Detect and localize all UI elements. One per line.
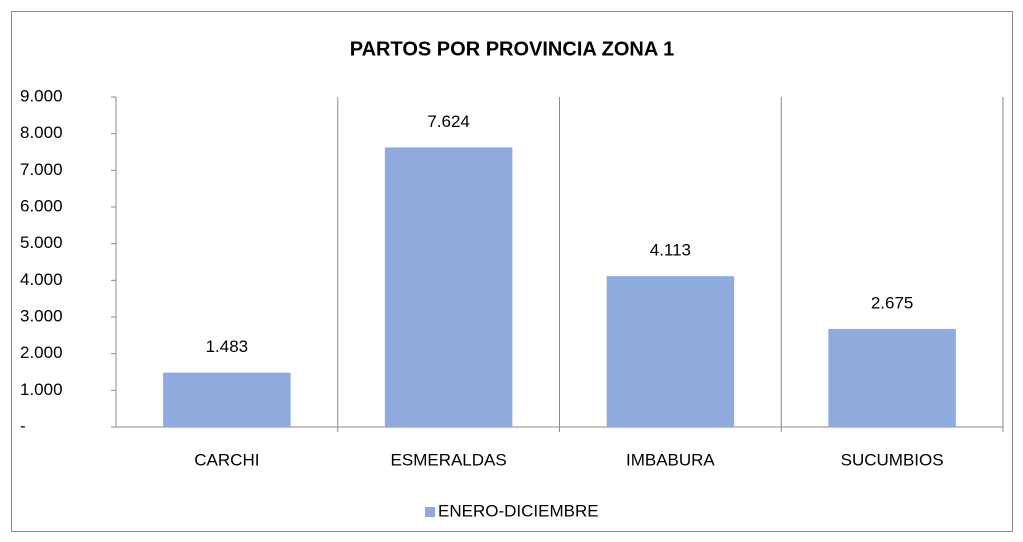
y-tick-label: 9.000	[20, 86, 63, 105]
x-tick-label: ESMERALDAS	[391, 450, 507, 469]
y-tick-label: 5.000	[20, 233, 63, 252]
x-tick-label: IMBABURA	[626, 450, 715, 469]
y-tick-label: -	[20, 416, 26, 435]
y-tick-label: 7.000	[20, 160, 63, 179]
y-tick-label: 1.000	[20, 380, 63, 399]
x-tick-label: CARCHI	[194, 450, 259, 469]
bar	[384, 147, 513, 427]
y-tick-label: 3.000	[20, 306, 63, 325]
data-label: 2.675	[871, 293, 914, 312]
bar	[163, 372, 291, 427]
bar	[606, 276, 735, 427]
data-label: 1.483	[206, 337, 249, 356]
y-tick-label: 4.000	[20, 270, 63, 289]
y-tick-label: 6.000	[20, 196, 63, 215]
data-label: 7.624	[427, 112, 470, 131]
chart-title: PARTOS POR PROVINCIA ZONA 1	[350, 38, 674, 60]
legend-label: ENERO-DICIEMBRE	[438, 501, 599, 520]
legend-swatch	[425, 507, 435, 517]
data-label: 4.113	[650, 241, 691, 260]
bar	[828, 328, 956, 427]
x-tick-label: SUCUMBIOS	[841, 450, 944, 469]
y-tick-label: 8.000	[20, 123, 63, 142]
y-tick-label: 2.000	[20, 343, 63, 362]
